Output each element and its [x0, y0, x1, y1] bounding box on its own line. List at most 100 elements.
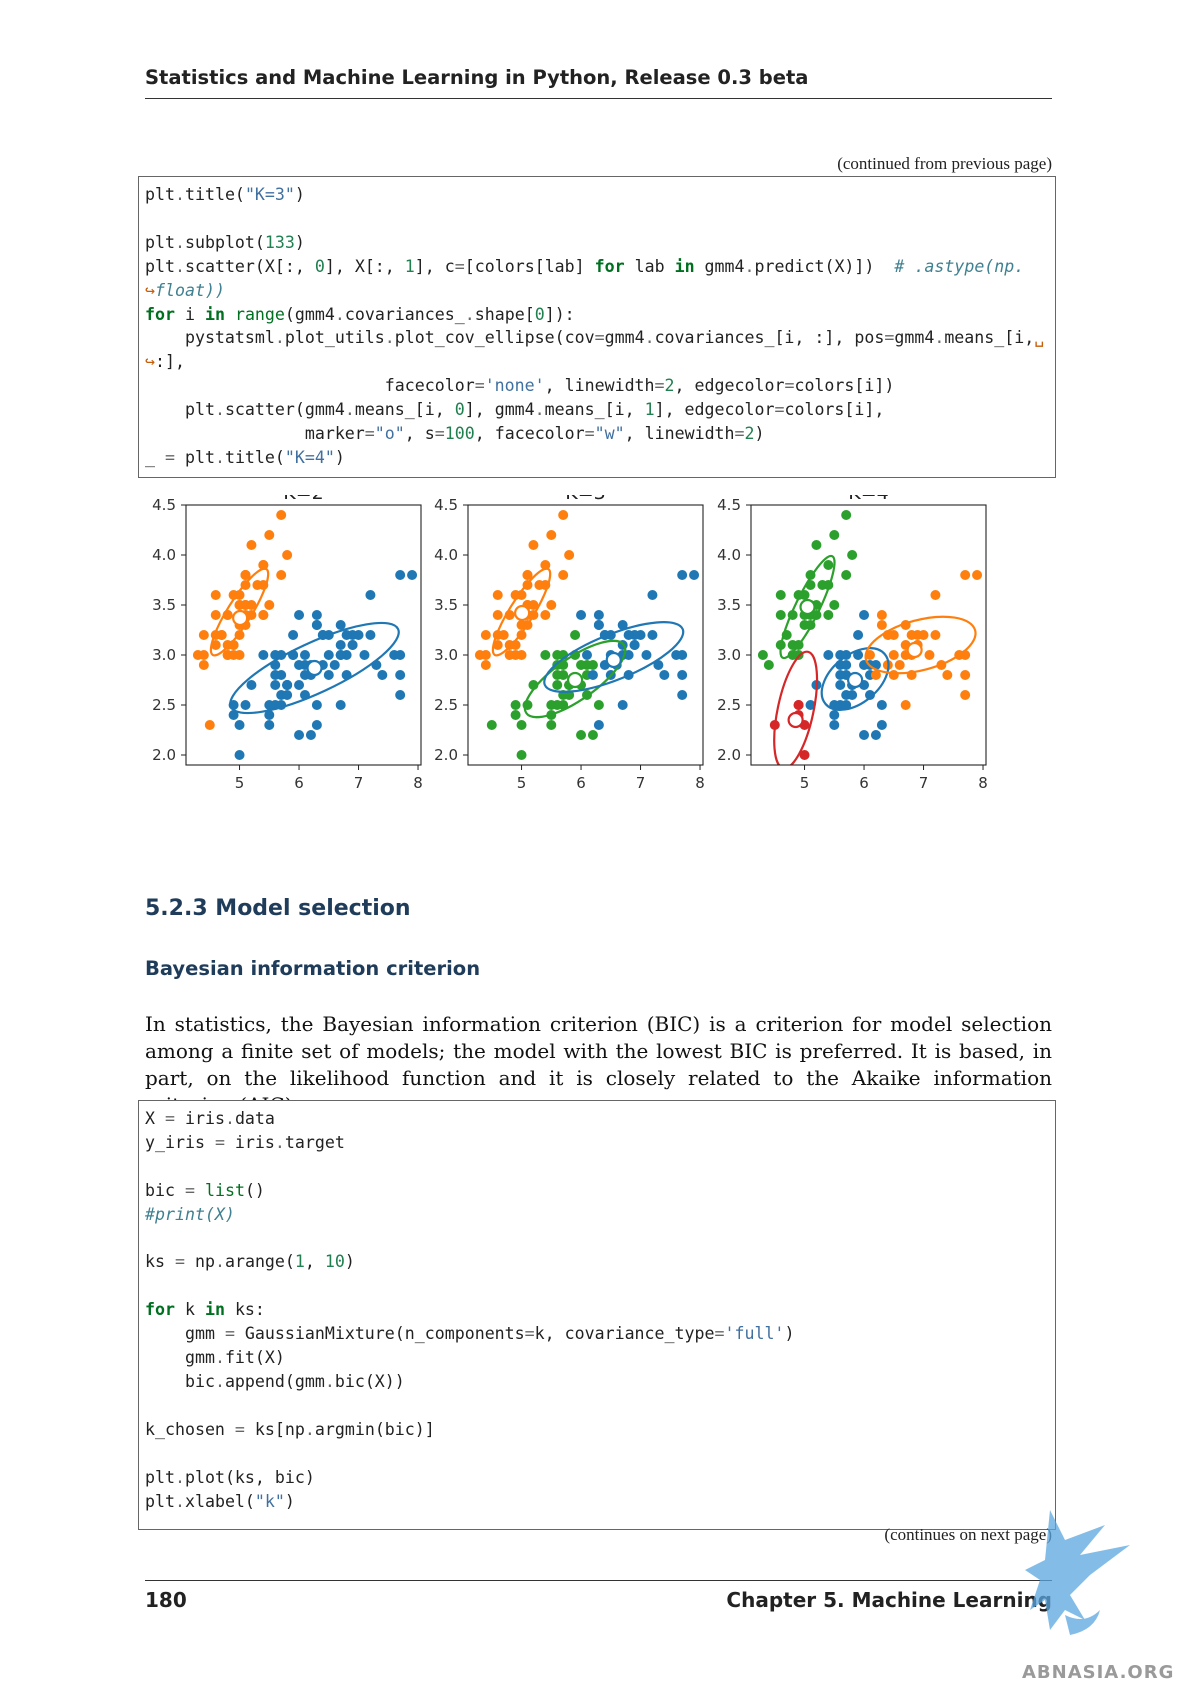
code-block-2: X = iris.data y_iris = iris.target bic =… [138, 1100, 1056, 1530]
data-point [234, 720, 245, 730]
y-tick-label: 3.5 [434, 596, 458, 614]
covariance-ellipse [209, 567, 270, 657]
data-point [365, 630, 376, 640]
data-point [480, 650, 491, 660]
data-point [864, 690, 875, 700]
data-point [258, 650, 269, 660]
data-point [341, 630, 352, 640]
cluster-mean [787, 711, 804, 729]
data-point [198, 660, 209, 670]
covariance-ellipse [229, 621, 400, 715]
body-paragraph: In statistics, the Bayesian information … [145, 1012, 1052, 1117]
data-point [516, 750, 527, 760]
data-point [240, 570, 251, 580]
data-point [347, 640, 358, 650]
code-line: X = iris.data [145, 1109, 275, 1128]
covariance-ellipse [773, 650, 819, 765]
running-header: Statistics and Machine Learning in Pytho… [145, 66, 809, 89]
data-point [558, 510, 569, 520]
data-point [276, 510, 287, 520]
y-tick-label: 4.5 [434, 496, 458, 514]
data-point [516, 650, 527, 660]
data-point [246, 680, 257, 690]
data-point [835, 670, 846, 680]
data-point [677, 670, 688, 680]
cluster-mean [232, 609, 249, 627]
chart-panel-3: K=4 2.0 2.5 3.0 3.5 4.0 4.5 5 6 7 8 [717, 495, 988, 792]
x-tick-label: 6 [294, 774, 304, 792]
data-point [240, 700, 251, 710]
plot-area [757, 510, 983, 765]
data-point [787, 650, 798, 660]
data-point [847, 550, 858, 560]
plot-area [474, 510, 700, 760]
data-point [335, 700, 346, 710]
data-point [763, 660, 774, 670]
data-point [570, 630, 581, 640]
code-line: plt.scatter(gmm4.means_[i, 0], gmm4.mean… [145, 400, 885, 420]
code-line: gmm.fit(X) [145, 1348, 285, 1368]
chapter-footer: Chapter 5. Machine Learning [726, 1588, 1052, 1612]
data-point [323, 650, 334, 660]
data-point [335, 650, 346, 660]
data-point [960, 690, 971, 700]
data-point [647, 630, 658, 640]
code-line: ks = np.arange(1, 10) [145, 1252, 355, 1272]
cluster-mean [605, 651, 622, 669]
covariance-ellipse [523, 639, 627, 719]
code-line: plt.xlabel("k") [145, 1491, 295, 1511]
cluster-mean [847, 671, 864, 689]
gmm-scatter-figure: K=2 2.0 2.5 3.0 3.5 4.0 4.5 5 6 7 8 K=3 2.0 2.5 3.0 3.5… [152, 495, 988, 792]
data-point [617, 700, 628, 710]
continues-on-note: (continues on next page) [884, 1525, 1052, 1544]
data-point [659, 670, 670, 680]
watermark-logo: ABNASIA.ORG [1022, 1510, 1173, 1683]
cluster-mean [906, 641, 923, 659]
data-point [299, 650, 310, 660]
data-point [617, 620, 628, 630]
data-point [546, 700, 557, 710]
plot-frame [185, 504, 422, 766]
data-point [870, 730, 881, 740]
data-point [841, 700, 852, 710]
data-point [258, 610, 269, 620]
data-point [510, 700, 521, 710]
chart-panel-1: K=2 2.0 2.5 3.0 3.5 4.0 4.5 5 6 7 8 [152, 495, 423, 792]
y-tick-label: 3.5 [152, 596, 176, 614]
data-point [942, 670, 953, 680]
data-point [677, 570, 688, 580]
data-point [841, 570, 852, 580]
data-point [335, 640, 346, 650]
chart-panel-2: K=3 2.0 2.5 3.0 3.5 4.0 4.5 5 6 7 8 [434, 495, 705, 792]
data-point [323, 670, 334, 680]
data-point [504, 640, 515, 650]
data-point [407, 570, 418, 580]
data-point [546, 720, 557, 730]
code-line: for k in ks: [145, 1300, 265, 1320]
data-point [210, 640, 221, 650]
cluster-mean [306, 659, 323, 677]
code-line: for i in range(gmm4.covariances_.shape[0… [145, 304, 575, 324]
data-point [841, 510, 852, 520]
y-tick-label: 4.0 [434, 546, 458, 564]
data-point [805, 700, 816, 710]
data-point [876, 700, 887, 710]
data-point [486, 720, 497, 730]
x-tick-label: 5 [517, 774, 527, 792]
data-point [853, 630, 864, 640]
data-point [853, 650, 864, 660]
data-point [811, 540, 822, 550]
x-tick-label: 5 [800, 774, 810, 792]
data-point [787, 640, 798, 650]
data-point [799, 620, 810, 630]
data-point [540, 650, 551, 660]
code-line: marker="o", s=100, facecolor="w", linewi… [145, 424, 765, 444]
data-point [689, 570, 700, 580]
data-point [552, 680, 563, 690]
data-point [270, 670, 281, 680]
data-point [576, 660, 587, 670]
covariance-ellipse [864, 615, 977, 675]
data-point [311, 610, 322, 620]
code-block-1-text: plt.title("K=3") plt.subplot(133) plt.sc… [139, 177, 1055, 470]
data-point [270, 680, 281, 690]
